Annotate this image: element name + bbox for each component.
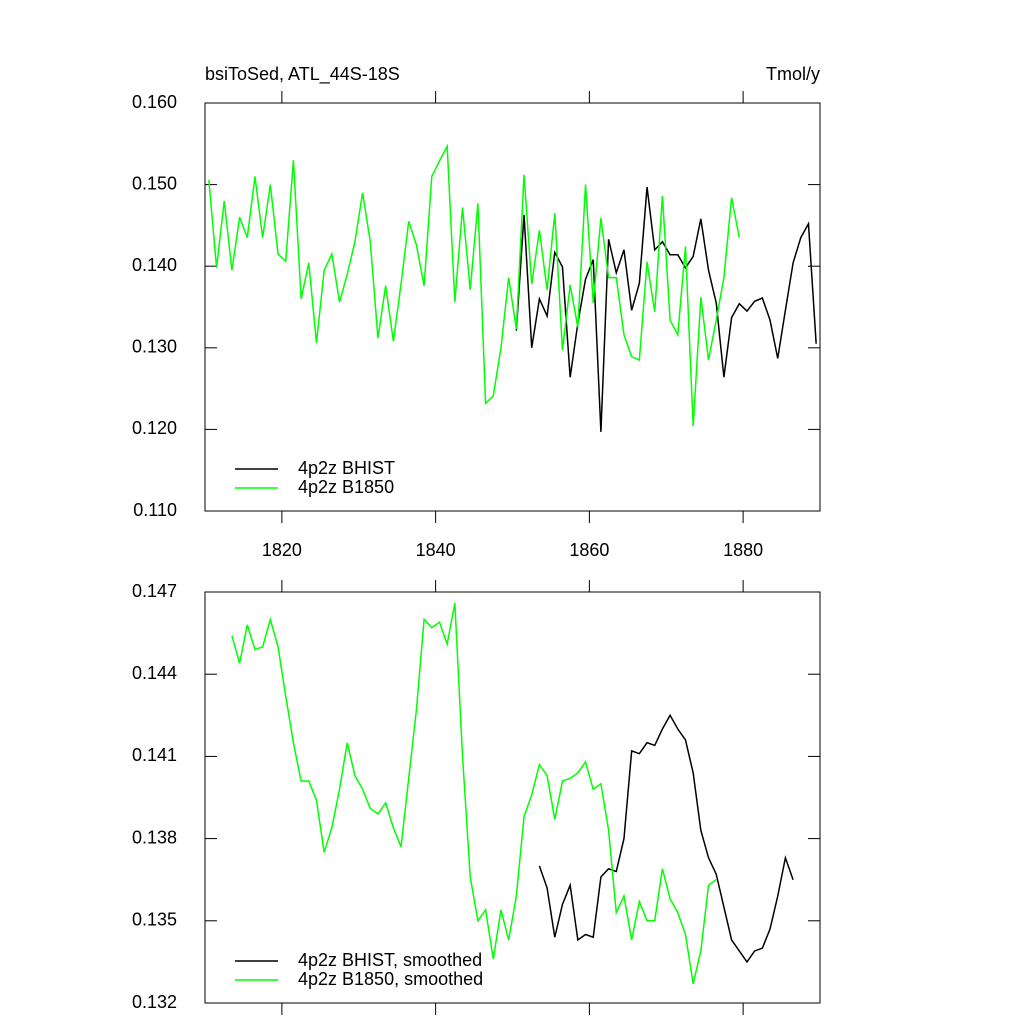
legend-label: 4p2z B1850 [298,477,394,497]
y-tick-label: 0.138 [132,827,177,847]
y-tick-label: 0.135 [132,910,177,930]
legend-label: 4p2z B1850, smoothed [298,969,483,989]
y-tick-label: 0.150 [132,173,177,193]
y-tick-label: 0.132 [132,992,177,1012]
y-tick-label: 0.160 [132,92,177,112]
panel-title: bsiToSed, ATL_44S-18S [205,64,400,85]
panel: bsiToSed, ATL_44S-18S Tmol/y 0.110 0.120 0.1… [132,64,821,560]
legend-label: 4p2z BHIST [298,458,395,478]
x-tick-label: 1880 [723,540,763,560]
y-tick-label: 0.144 [132,663,177,683]
x-tick-label: 1860 [569,540,609,560]
data-line [538,713,794,964]
data-line [231,602,717,984]
legend-label: 4p2z BHIST, smoothed [298,950,482,970]
units-label: Tmol/y [766,64,820,84]
data-line [208,143,741,427]
y-tick-label: 0.120 [132,418,177,438]
x-tick-label: 1820 [262,540,302,560]
y-tick-label: 0.110 [133,500,177,520]
panel: 0.132 0.135 0.138 0.141 0.144 0.147 4p2z BHIST… [132,580,821,1015]
data-line [515,186,817,432]
y-tick-label: 0.147 [132,581,177,601]
y-tick-label: 0.130 [132,337,177,357]
plot-frame [204,591,821,1004]
plot-frame [204,102,821,512]
x-tick-label: 1840 [416,540,456,560]
y-tick-label: 0.140 [132,255,177,275]
y-tick-label: 0.141 [132,745,177,765]
